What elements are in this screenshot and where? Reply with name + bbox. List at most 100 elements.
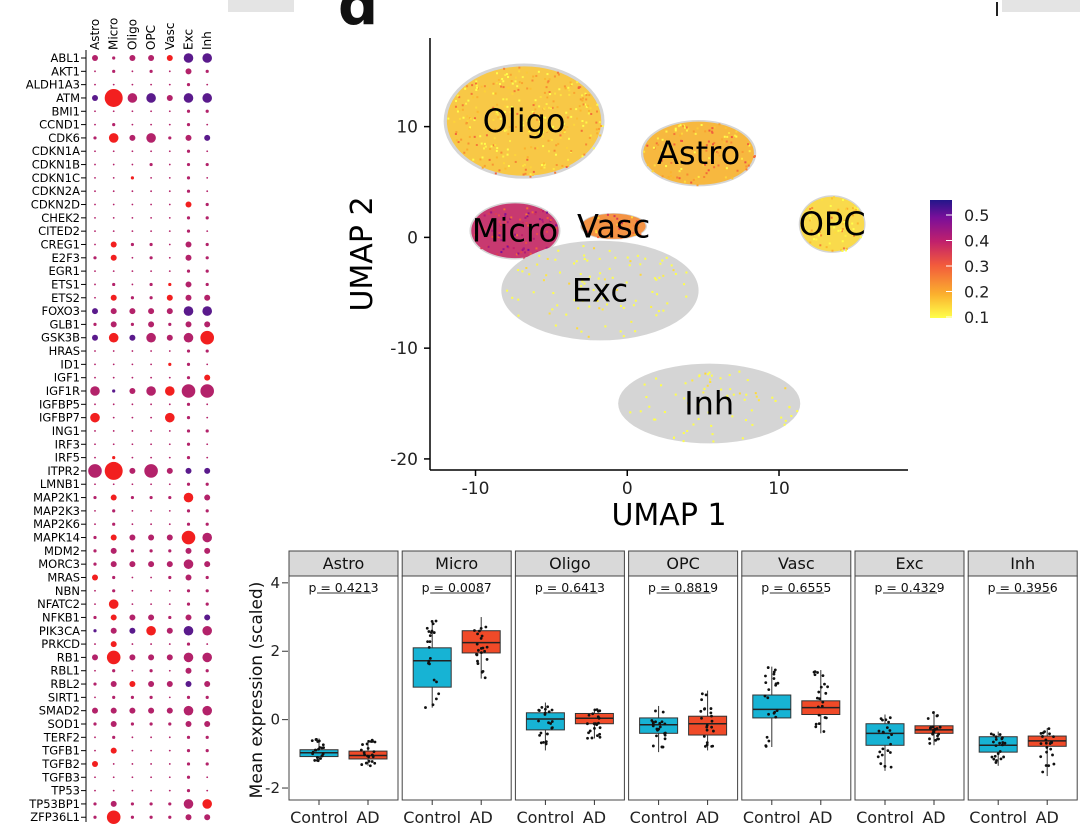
gene-label: TERF2 <box>43 730 80 744</box>
dot-IGF1-Inh <box>204 374 211 381</box>
umap-cell <box>467 99 470 102</box>
umap-cell <box>597 127 600 130</box>
umap-cell <box>492 82 495 85</box>
umap-cell <box>553 75 556 78</box>
data-point <box>703 744 707 748</box>
umap-cell <box>728 131 731 134</box>
umap-cell <box>774 399 777 402</box>
umap-cell <box>788 406 791 409</box>
data-point <box>475 652 478 656</box>
data-point <box>428 656 432 660</box>
gene-label: TP53 <box>50 784 80 798</box>
umap-cell <box>837 208 840 211</box>
umap-cell <box>556 71 559 74</box>
dot-MAP2K1-Micro <box>110 494 117 501</box>
umap-cell <box>598 257 601 260</box>
umap-cell <box>661 259 664 262</box>
dot-HRAS-Micro <box>112 350 115 352</box>
umap-cell <box>541 218 544 221</box>
dot-CCND1-Astro <box>94 123 96 126</box>
umap-cell <box>616 223 619 226</box>
dot-MRAS-Exc <box>185 574 192 581</box>
colorbar-tick-label: 0.4 <box>964 232 989 251</box>
dot-MAP2K1-Vasc <box>168 495 172 500</box>
umap-cell <box>837 229 840 232</box>
umap-cell <box>526 156 529 159</box>
gene-label: IRF3 <box>55 437 80 451</box>
umap-cell <box>559 134 562 137</box>
umap-cell <box>516 112 519 115</box>
umap-cell <box>492 144 495 147</box>
umap-cell <box>841 199 844 202</box>
dot-TGFB1-Oligo <box>131 749 134 752</box>
group-label: Control <box>290 808 348 827</box>
umap-cell <box>703 175 706 178</box>
umap-cell <box>745 168 748 171</box>
dot-TGFB3-Exc <box>186 775 191 779</box>
gene-label: BMI1 <box>51 104 80 118</box>
umap-cell <box>544 116 547 119</box>
umap-cell <box>546 257 549 260</box>
dot-MAPK14-OPC <box>148 534 155 541</box>
umap-cell <box>674 127 677 130</box>
data-point <box>814 722 818 726</box>
dot-ATM-Exc <box>183 93 194 103</box>
data-point <box>367 740 371 743</box>
umap-cell <box>720 388 723 391</box>
gene-label: GSK3B <box>41 331 80 345</box>
dot-ID1-Vasc <box>168 362 172 366</box>
umap-cell <box>573 262 576 265</box>
umap-cell <box>596 110 599 113</box>
dot-CREG1-Oligo <box>130 242 134 247</box>
umap-cell <box>475 86 478 89</box>
umap-cell <box>521 234 524 237</box>
umap-cell <box>510 216 513 219</box>
umap-cell <box>784 419 787 422</box>
umap-cell <box>678 170 681 173</box>
gene-label: CCND1 <box>39 118 80 132</box>
umap-cell <box>534 131 537 134</box>
gene-label: MDM2 <box>44 544 80 558</box>
dot-MAP2K6-Astro <box>94 523 96 526</box>
data-point <box>360 763 364 766</box>
gene-label: ETS1 <box>51 277 80 291</box>
umap-cell <box>496 147 499 150</box>
dot-PRKCD-Oligo <box>131 643 134 645</box>
umap-cell <box>562 131 565 134</box>
gene-label: CDKN1C <box>32 171 80 185</box>
data-point <box>547 710 551 714</box>
data-point <box>1039 731 1043 735</box>
dot-IRF5-Exc <box>186 456 191 460</box>
umap-cell <box>528 135 531 138</box>
umap-cell <box>708 129 711 132</box>
umap-cell <box>841 227 844 230</box>
dot-IRF3-Vasc <box>168 443 171 446</box>
umap-cell <box>663 411 666 414</box>
umap-cell <box>677 125 680 128</box>
facet-strip <box>967 550 1078 577</box>
umap-cell <box>528 273 531 276</box>
dot-CDKN1B-Micro <box>112 163 115 166</box>
umap-cell <box>674 272 677 275</box>
umap-cell <box>503 230 506 233</box>
umap-cell <box>494 144 497 147</box>
umap-cell <box>464 87 467 90</box>
umap-cell <box>709 381 712 384</box>
dot-MDM2-Exc <box>185 547 192 554</box>
data-point <box>1052 735 1055 739</box>
umap-cell <box>581 94 584 97</box>
dot-SIRT1-Micro <box>112 695 116 699</box>
umap-cell <box>483 90 486 93</box>
umap-cell <box>569 108 572 111</box>
dot-ETS2-Exc <box>185 294 192 301</box>
umap-y-label: UMAP 2 <box>345 196 380 311</box>
umap-cell <box>711 433 714 436</box>
dot-CDKN1A-Oligo <box>131 150 134 153</box>
group-label: Control <box>516 808 574 827</box>
dot-GLB1-Astro <box>93 322 97 326</box>
dot-GLB1-OPC <box>148 321 155 328</box>
data-point <box>826 685 829 689</box>
dot-SIRT1-OPC <box>149 695 153 699</box>
data-point <box>586 736 589 740</box>
umap-cell <box>531 211 534 214</box>
